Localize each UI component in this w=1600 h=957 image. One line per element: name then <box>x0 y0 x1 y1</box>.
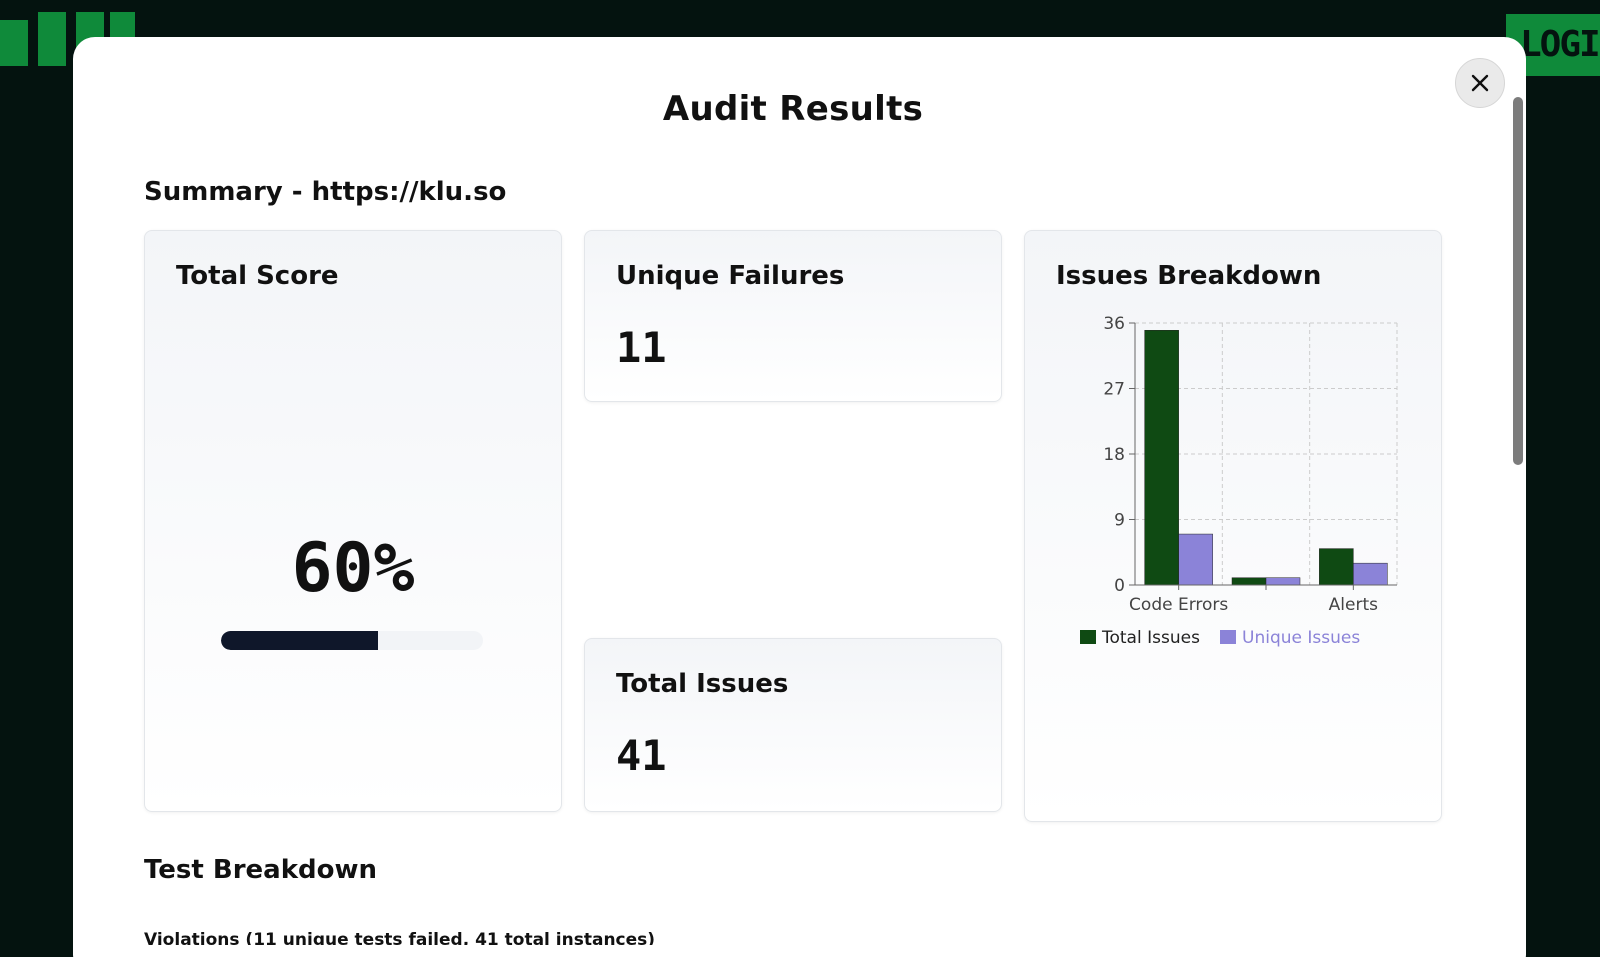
issues-breakdown-title: Issues Breakdown <box>1056 261 1322 291</box>
audit-results-modal: Audit Results Summary - https://klu.so T… <box>73 37 1526 957</box>
bar-total-issues <box>1231 577 1267 586</box>
total-issues-value: 41 <box>616 731 667 780</box>
bar-unique-issues <box>1353 562 1388 586</box>
total-score-card: Total Score 60% <box>144 230 562 812</box>
issues-breakdown-chart: 0 9 18 27 36 Code Errors Alerts Total Issues Uni… <box>1080 314 1398 648</box>
total-issues-title: Total Issues <box>616 669 789 699</box>
total-score-value: 60% <box>291 529 415 608</box>
y-tick-label: 18 <box>1103 445 1125 465</box>
score-progress-fill <box>221 631 379 650</box>
unique-failures-value: 11 <box>616 323 667 372</box>
score-progress-bar <box>221 631 483 650</box>
bar-total-issues <box>1319 548 1354 586</box>
y-tick-label: 27 <box>1103 380 1125 400</box>
x-tick-label: Alerts <box>1329 595 1378 615</box>
violations-summary-line: Violations (11 unique tests failed, 41 t… <box>144 930 656 945</box>
y-tick-label: 36 <box>1103 314 1125 334</box>
legend-swatch <box>1220 630 1236 644</box>
modal-scrollbar[interactable] <box>1510 57 1526 957</box>
legend-label: Total Issues <box>1101 628 1200 648</box>
x-tick-label: Code Errors <box>1129 595 1228 615</box>
bar-unique-issues <box>1265 577 1301 586</box>
issues-breakdown-card: Issues Breakdown 0 9 18 27 36 Code Errors Aler… <box>1024 230 1442 822</box>
unique-failures-card: Unique Failures 11 <box>584 230 1002 402</box>
bar-unique-issues <box>1178 533 1213 586</box>
scrollbar-thumb[interactable] <box>1513 97 1523 465</box>
unique-failures-title: Unique Failures <box>616 261 845 291</box>
total-score-title: Total Score <box>176 261 339 291</box>
y-tick-label: 0 <box>1114 576 1125 596</box>
close-icon <box>1471 74 1489 92</box>
legend-swatch <box>1080 630 1096 644</box>
legend-label: Unique Issues <box>1242 628 1360 648</box>
modal-title: Audit Results <box>662 89 924 129</box>
summary-title: Summary - https://klu.so <box>144 177 507 207</box>
test-breakdown-title: Test Breakdown <box>144 855 377 885</box>
y-tick-label: 9 <box>1114 511 1125 531</box>
total-issues-card: Total Issues 41 <box>584 638 1002 812</box>
close-button[interactable] <box>1455 58 1505 108</box>
bar-total-issues <box>1144 330 1179 586</box>
